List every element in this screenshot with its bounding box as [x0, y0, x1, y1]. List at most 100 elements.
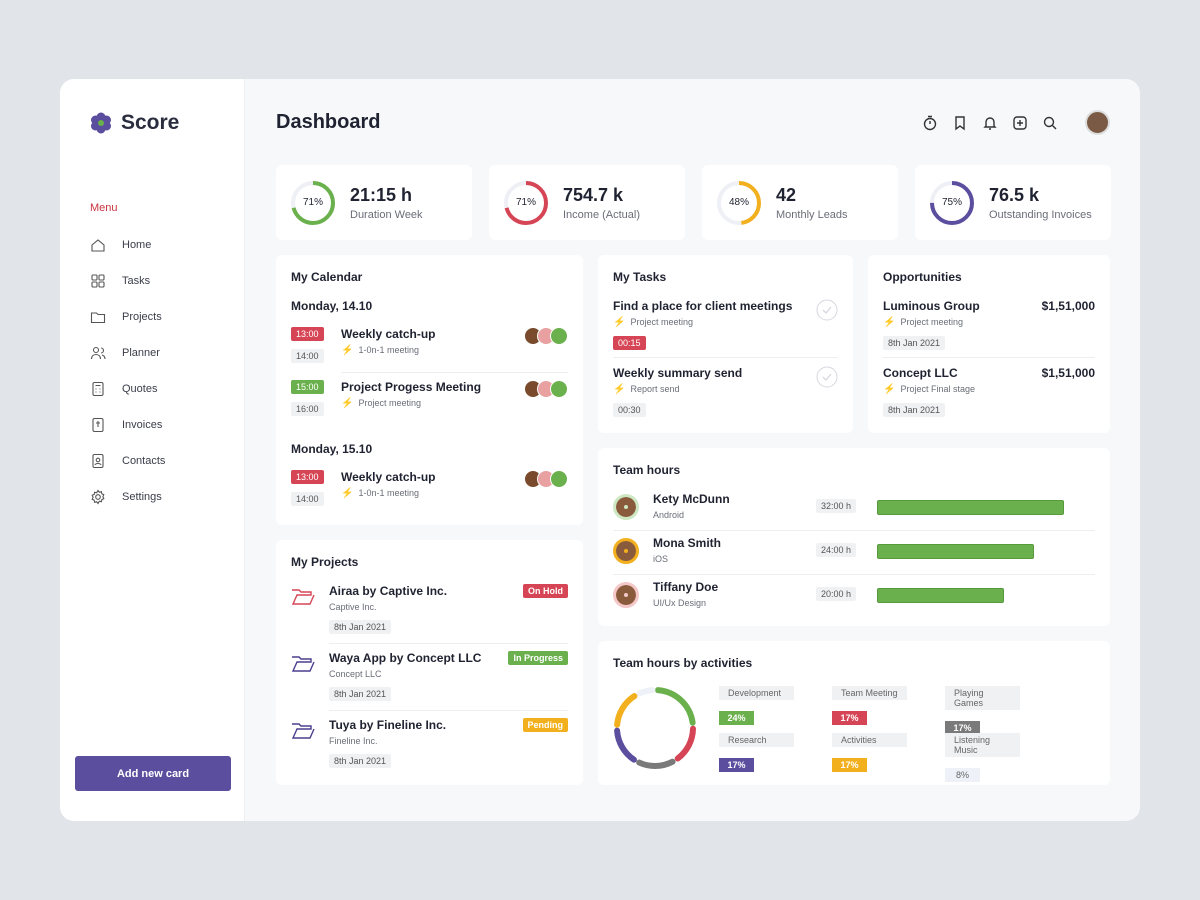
calendar-event[interactable]: 13:00 14:00 Weekly catch-up ⚡ 1-0n-1 meeting — [291, 470, 568, 510]
timer-icon[interactable] — [922, 115, 938, 131]
invoice-icon — [92, 417, 104, 433]
bolt-icon: ⚡ — [341, 488, 354, 499]
card-title: My Calendar — [291, 270, 363, 284]
task-subtitle: Report send — [630, 384, 680, 394]
progress-ring-fill — [291, 180, 335, 225]
event-start-time: 13:00 — [291, 470, 324, 484]
search-icon[interactable] — [1042, 115, 1058, 131]
hours-bar — [877, 544, 1034, 559]
opportunity-subtitle: Project Final stage — [900, 384, 975, 394]
sidebar: Score Menu Home Tasks Projects Planner Quote… — [60, 79, 245, 821]
event-end-time: 14:00 — [291, 349, 324, 363]
app-window: Score Menu Home Tasks Projects Planner Quote… — [60, 79, 1140, 821]
project-item[interactable]: Airaa by Captive Inc. Captive Inc. 8th Jan… — [291, 584, 568, 644]
team-member-row[interactable]: Kety McDunn Android 32:00 h — [613, 492, 1095, 528]
team-hours-card: Team hours Kety McDunn Android 32:00 h Mona… — [598, 448, 1110, 626]
calendar-event[interactable]: 13:00 14:00 Weekly catch-up ⚡ 1-0n-1 meeting — [291, 327, 568, 367]
bookmark-icon[interactable] — [952, 115, 968, 131]
legend-label: Activities — [832, 733, 907, 747]
progress-percent: 71% — [302, 197, 323, 208]
divider — [341, 372, 568, 373]
project-item[interactable]: Waya App by Concept LLC Concept LLC 8th Ja… — [291, 651, 568, 711]
task-item[interactable]: Find a place for client meetings ⚡ Project… — [613, 299, 838, 359]
project-name: Tuya by Fineline Inc. — [329, 718, 447, 732]
event-subtitle: 1-0n-1 meeting — [358, 345, 419, 355]
avatar — [550, 327, 568, 345]
team-member-row[interactable]: Mona Smith iOS 24:00 h — [613, 536, 1095, 572]
event-start-time: 15:00 — [291, 380, 324, 394]
bolt-icon: ⚡ — [613, 384, 626, 395]
divider — [329, 643, 568, 644]
sidebar-item-contacts[interactable]: Contacts — [90, 443, 165, 479]
plus-square-icon[interactable] — [1012, 115, 1028, 131]
member-name: Kety McDunn — [653, 492, 730, 506]
card-title: Team hours — [613, 463, 681, 477]
sidebar-item-label: Quotes — [122, 383, 158, 395]
legend-item: Development 24% — [719, 686, 794, 725]
sidebar-item-label: Home — [122, 239, 152, 251]
legend-label: Playing Games — [945, 686, 1020, 710]
sidebar-item-home[interactable]: Home — [90, 227, 165, 263]
project-item[interactable]: Tuya by Fineline Inc. Fineline Inc. 8th Ja… — [291, 718, 568, 778]
member-avatar — [613, 538, 639, 564]
project-status-badge: Pending — [522, 718, 568, 732]
task-item[interactable]: Weekly summary send ⚡ Report send 00:30 — [613, 366, 838, 426]
progress-percent: 48% — [728, 197, 749, 208]
opportunity-name: Concept LLC — [883, 366, 958, 380]
header-icons — [922, 115, 1058, 131]
task-title: Weekly summary send — [613, 366, 743, 380]
opportunities-card: Opportunities Luminous Group $1,51,000 ⚡ Pr… — [868, 255, 1110, 433]
divider — [613, 530, 1095, 531]
sidebar-item-invoices[interactable]: Invoices — [90, 407, 165, 443]
activities-card: Team hours by activities Development 24% T… — [598, 641, 1110, 785]
check-circle-icon[interactable] — [816, 299, 838, 321]
bell-icon[interactable] — [982, 115, 998, 131]
opportunity-amount: $1,51,000 — [1041, 366, 1095, 380]
logo[interactable]: Score — [90, 111, 179, 135]
bolt-icon: ⚡ — [883, 384, 896, 395]
member-hours: 20:00 h — [816, 587, 857, 601]
project-date: 8th Jan 2021 — [329, 687, 392, 701]
sidebar-item-tasks[interactable]: Tasks — [90, 263, 165, 299]
legend-percent: 17% — [832, 758, 867, 772]
task-subtitle: Project meeting — [630, 317, 693, 327]
sidebar-item-planner[interactable]: Planner — [90, 335, 165, 371]
member-hours: 24:00 h — [816, 543, 857, 557]
sidebar-item-label: Tasks — [122, 275, 151, 287]
add-new-card-button[interactable]: Add new card — [75, 756, 231, 791]
legend-percent: 8% — [945, 768, 980, 782]
sidebar-item-projects[interactable]: Projects — [90, 299, 165, 335]
legend-label: Listening Music — [945, 733, 1020, 757]
team-member-row[interactable]: Tiffany Doe UI/Ux Design 20:00 h — [613, 580, 1095, 616]
opportunity-item[interactable]: Concept LLC $1,51,000 ⚡ Project Final stage… — [883, 366, 1095, 418]
calendar-event[interactable]: 15:00 16:00 Project Progess Meeting ⚡ Projec… — [291, 380, 568, 420]
check-circle-icon[interactable] — [816, 366, 838, 388]
progress-ring-fill — [717, 180, 761, 225]
gear-icon — [91, 489, 105, 505]
project-name: Airaa by Captive Inc. — [329, 584, 448, 598]
project-status-badge: On Hold — [523, 584, 568, 598]
event-start-time: 13:00 — [291, 327, 324, 341]
sidebar-item-quotes[interactable]: Quotes — [90, 371, 165, 407]
project-date: 8th Jan 2021 — [329, 754, 392, 768]
divider — [613, 357, 838, 358]
opportunity-item[interactable]: Luminous Group $1,51,000 ⚡ Project meeting 8… — [883, 299, 1095, 351]
project-status-badge: In Progress — [508, 651, 568, 665]
event-end-time: 16:00 — [291, 402, 324, 416]
attendee-avatars — [524, 327, 568, 345]
project-name: Waya App by Concept LLC — [329, 651, 482, 665]
legend-percent: 17% — [832, 711, 867, 725]
sidebar-item-settings[interactable]: Settings — [90, 479, 165, 515]
progress-ring-fill — [930, 180, 974, 225]
app-name: Score — [121, 111, 180, 134]
progress-ring-fill — [504, 180, 548, 225]
sidebar-item-label: Planner — [122, 347, 160, 359]
legend-percent: 17% — [945, 721, 980, 735]
progress-ring: 71% — [290, 180, 336, 226]
legend-item: Research 17% — [719, 733, 794, 772]
opportunity-date: 8th Jan 2021 — [883, 403, 946, 417]
user-avatar[interactable] — [1085, 110, 1110, 135]
grid-icon — [91, 274, 105, 288]
sidebar-item-label: Settings — [122, 491, 162, 503]
progress-ring: 71% — [503, 180, 549, 226]
